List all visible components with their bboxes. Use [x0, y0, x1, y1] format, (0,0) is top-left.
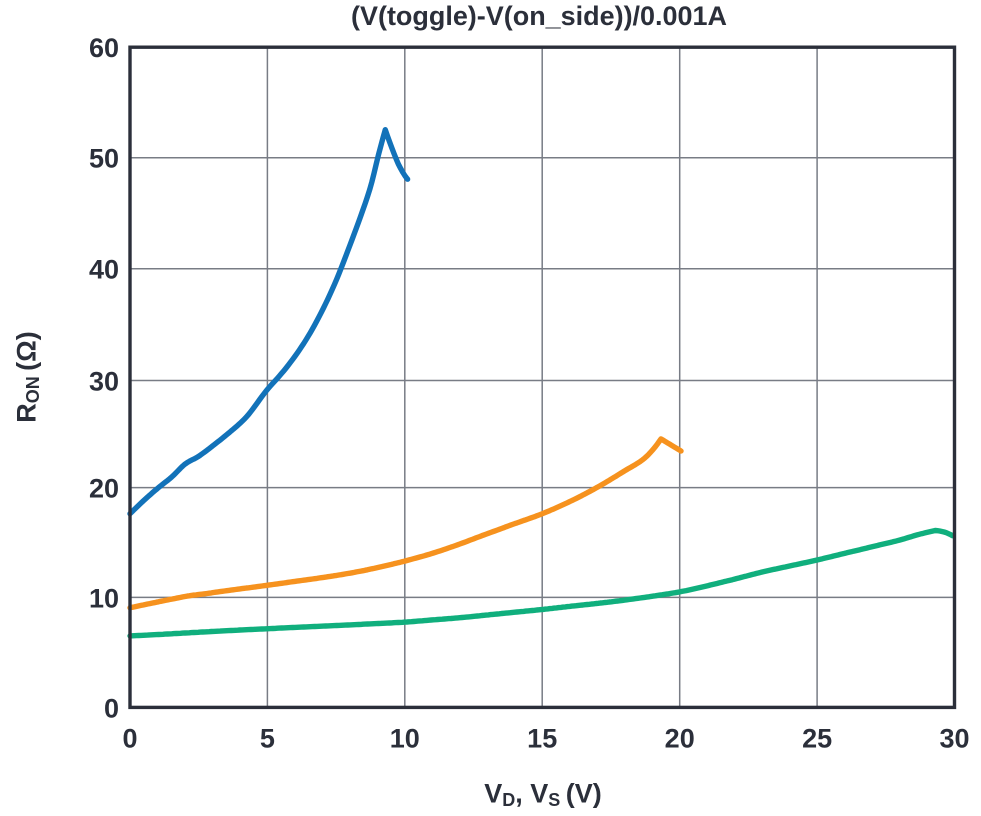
svg-text:30: 30 [939, 724, 969, 754]
svg-text:(V(toggle)-V(on_side))/0.001A: (V(toggle)-V(on_side))/0.001A [351, 1, 727, 31]
svg-text:40: 40 [89, 255, 119, 285]
svg-text:15: 15 [527, 724, 557, 754]
svg-text:RON (Ω): RON (Ω) [12, 331, 44, 423]
svg-text:10: 10 [390, 724, 420, 754]
svg-text:50: 50 [89, 144, 119, 174]
svg-text:20: 20 [665, 724, 695, 754]
svg-text:10: 10 [89, 583, 119, 613]
svg-text:VD, VS (V): VD, VS (V) [484, 779, 601, 811]
svg-text:25: 25 [802, 724, 832, 754]
svg-text:60: 60 [89, 33, 119, 63]
svg-text:0: 0 [122, 724, 137, 754]
svg-text:30: 30 [89, 366, 119, 396]
svg-text:20: 20 [89, 474, 119, 504]
svg-text:0: 0 [104, 693, 119, 723]
svg-text:5: 5 [260, 724, 275, 754]
